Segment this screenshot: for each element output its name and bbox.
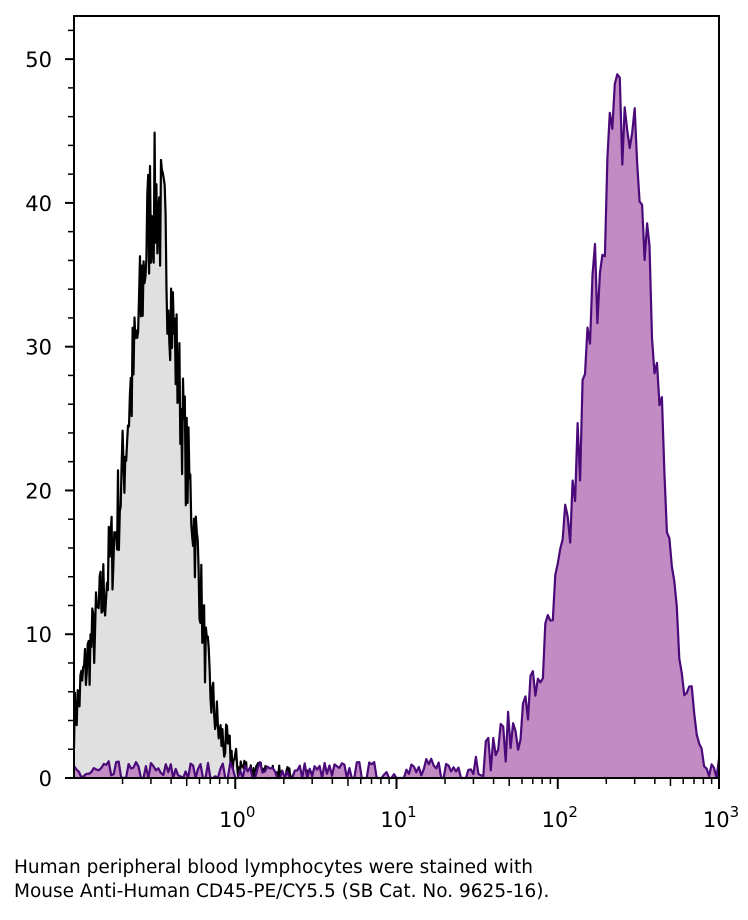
y-tick-label: 30 <box>25 336 52 360</box>
y-tick-label: 10 <box>25 623 52 647</box>
x-tick-label: 102 <box>542 803 578 832</box>
series-1 <box>72 131 314 780</box>
caption-line-2: Mouse Anti-Human CD45-PE/CY5.5 (SB Cat. … <box>14 881 550 902</box>
y-tick-label: 50 <box>25 48 52 72</box>
series-layer <box>72 73 721 780</box>
axis-layer: 0 10 20 30 40 50 100 101 102 103 <box>25 29 739 832</box>
caption-line-1: Human peripheral blood lymphocytes were … <box>14 857 533 878</box>
y-tick-label: 20 <box>25 479 52 503</box>
x-tick-label: 103 <box>703 803 739 832</box>
histogram-chart: 0 10 20 30 40 50 100 101 102 103 <box>25 15 739 832</box>
y-tick-label: 40 <box>25 192 52 216</box>
figure-caption: Human peripheral blood lymphocytes were … <box>14 856 734 904</box>
x-tick-label: 101 <box>380 803 416 832</box>
series-1-fill <box>74 132 313 779</box>
x-tick-label: 100 <box>219 803 255 832</box>
series-2-fill <box>74 74 719 779</box>
y-tick-label: 0 <box>39 767 52 791</box>
